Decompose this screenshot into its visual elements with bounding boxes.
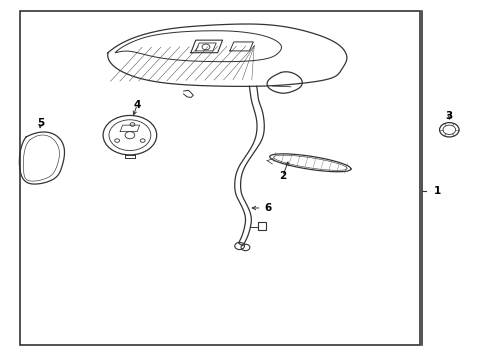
Text: 2: 2: [278, 171, 285, 181]
Text: 1: 1: [432, 186, 440, 196]
Bar: [257, 222, 266, 230]
Text: 5: 5: [37, 118, 44, 128]
Text: 6: 6: [264, 203, 271, 213]
Bar: [20, 12, 419, 345]
Text: 4: 4: [133, 100, 141, 110]
Text: 3: 3: [445, 111, 452, 121]
